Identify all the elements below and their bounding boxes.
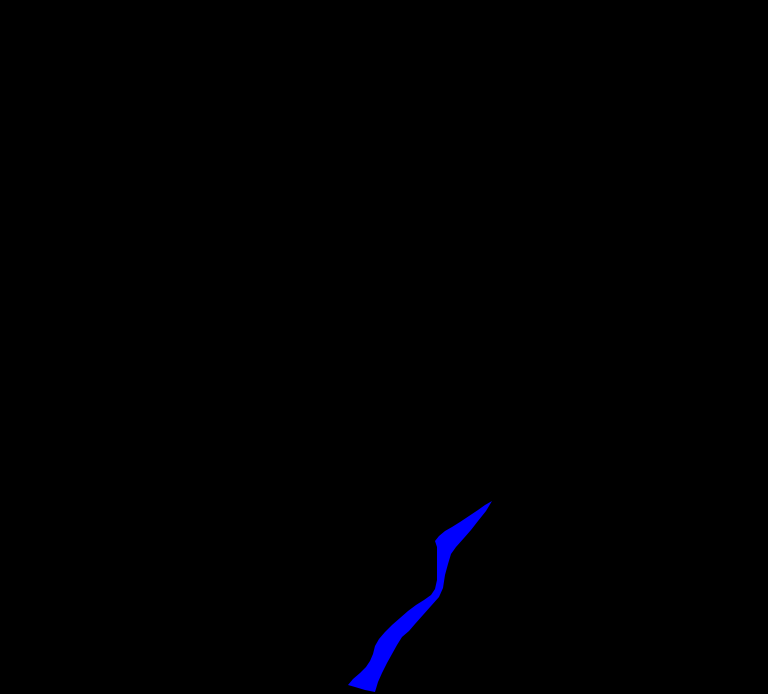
river-line [348, 501, 492, 692]
